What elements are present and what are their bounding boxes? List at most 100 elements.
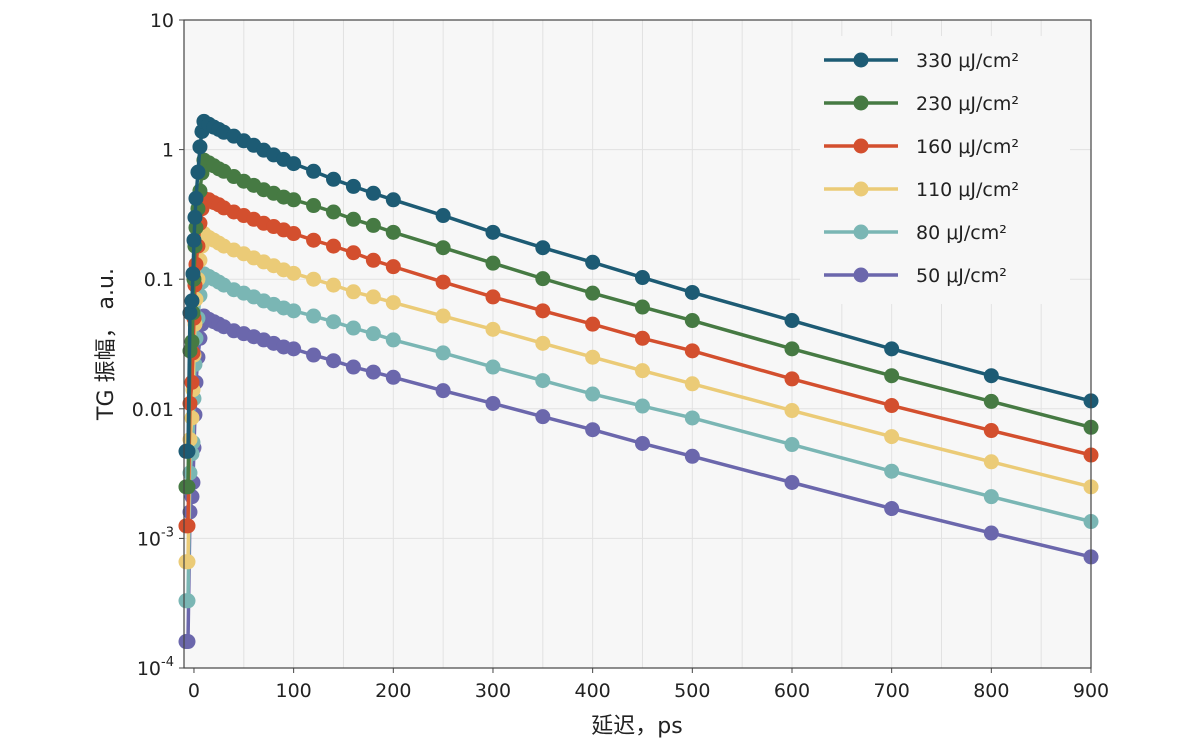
data-point xyxy=(585,386,601,402)
x-tick-label: 200 xyxy=(375,680,411,702)
data-point xyxy=(306,347,322,363)
legend-label: 230 μJ/cm² xyxy=(916,93,1019,115)
data-point xyxy=(345,178,361,194)
data-point xyxy=(884,501,900,517)
data-point xyxy=(485,321,501,337)
data-point xyxy=(184,293,200,309)
data-point xyxy=(684,313,700,329)
data-point xyxy=(485,395,501,411)
data-point xyxy=(345,245,361,261)
data-point xyxy=(585,285,601,301)
data-point xyxy=(535,373,551,389)
data-point xyxy=(585,254,601,270)
data-point xyxy=(684,376,700,392)
legend-label: 50 μJ/cm² xyxy=(916,265,1007,287)
legend-item: 160 μJ/cm² xyxy=(824,136,1019,158)
data-point xyxy=(286,303,302,319)
legend-background xyxy=(800,36,1070,304)
data-point xyxy=(485,255,501,271)
data-point xyxy=(286,156,302,172)
data-point xyxy=(784,403,800,419)
data-point xyxy=(983,454,999,470)
data-point xyxy=(184,374,200,390)
data-point xyxy=(385,192,401,208)
legend-label: 110 μJ/cm² xyxy=(916,179,1019,201)
data-point xyxy=(884,398,900,414)
data-point xyxy=(585,422,601,438)
data-point xyxy=(180,593,196,609)
data-point xyxy=(385,259,401,275)
x-axis: 0 100 200 300 400 500 600 700 800 900 xyxy=(188,668,1109,702)
data-point xyxy=(185,266,201,282)
legend-marker xyxy=(853,181,869,197)
data-point xyxy=(306,163,322,179)
x-tick-label: 100 xyxy=(276,680,312,702)
legend-marker xyxy=(853,267,869,283)
legend-marker xyxy=(853,95,869,111)
data-point xyxy=(535,303,551,319)
data-point xyxy=(286,192,302,208)
data-point xyxy=(435,240,451,256)
x-tick-label: 800 xyxy=(973,680,1009,702)
data-point xyxy=(435,274,451,290)
data-point xyxy=(306,308,322,324)
data-point xyxy=(385,369,401,385)
x-tick-label: 300 xyxy=(475,680,511,702)
data-point xyxy=(365,252,381,268)
x-tick-label: 700 xyxy=(874,680,910,702)
y-axis-title: TG 振幅， a.u. xyxy=(94,268,119,421)
data-point xyxy=(286,265,302,281)
data-point xyxy=(192,139,208,155)
data-point xyxy=(365,364,381,380)
data-point xyxy=(634,363,650,379)
data-point xyxy=(634,299,650,315)
data-point xyxy=(326,353,342,369)
legend-item: 80 μJ/cm² xyxy=(824,222,1007,244)
data-point xyxy=(535,335,551,351)
data-point xyxy=(784,341,800,357)
x-tick-label: 600 xyxy=(774,680,810,702)
data-point xyxy=(186,232,202,248)
data-point xyxy=(286,226,302,242)
legend: 330 μJ/cm² 230 μJ/cm² 160 μJ/cm² 110 μJ/cm²… xyxy=(800,36,1070,304)
x-axis-title: 延迟，ps xyxy=(591,714,682,739)
data-point xyxy=(983,423,999,439)
data-point xyxy=(188,190,204,206)
data-point xyxy=(365,326,381,342)
data-point xyxy=(326,204,342,220)
data-point xyxy=(884,368,900,384)
data-point xyxy=(634,398,650,414)
y-tick-label: 10-4 xyxy=(137,655,174,680)
data-point xyxy=(365,289,381,305)
data-point xyxy=(326,277,342,293)
legend-item: 110 μJ/cm² xyxy=(824,179,1019,201)
data-point xyxy=(385,295,401,311)
data-point xyxy=(306,232,322,248)
legend-label: 80 μJ/cm² xyxy=(916,222,1007,244)
x-tick-label: 900 xyxy=(1073,680,1109,702)
y-tick-label: 1 xyxy=(162,140,174,162)
data-point xyxy=(884,341,900,357)
data-point xyxy=(585,316,601,332)
data-point xyxy=(435,208,451,224)
x-tick-label: 500 xyxy=(674,680,710,702)
data-point xyxy=(634,270,650,286)
data-point xyxy=(435,308,451,324)
data-point xyxy=(180,479,196,495)
data-point xyxy=(326,171,342,187)
data-point xyxy=(306,198,322,214)
data-point xyxy=(184,334,200,350)
data-point xyxy=(180,443,196,459)
data-point xyxy=(983,393,999,409)
y-tick-label: 10 xyxy=(150,10,174,32)
data-point xyxy=(684,343,700,359)
data-point xyxy=(684,448,700,464)
legend-item: 330 μJ/cm² xyxy=(824,50,1019,72)
data-point xyxy=(784,475,800,490)
data-point xyxy=(180,518,196,534)
legend-marker xyxy=(853,52,869,68)
data-point xyxy=(535,409,551,425)
legend-label: 160 μJ/cm² xyxy=(916,136,1019,158)
data-point xyxy=(684,410,700,426)
